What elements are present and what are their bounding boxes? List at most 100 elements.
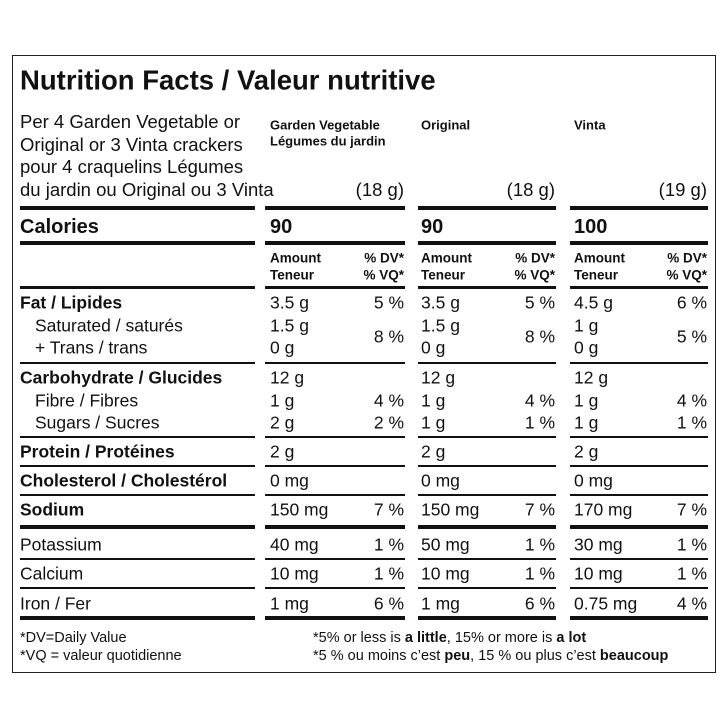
serving-size: (18 g) xyxy=(355,178,404,200)
calories-value: 100 xyxy=(574,216,608,238)
amount: 1 g xyxy=(421,389,446,410)
amount: 0 g xyxy=(574,337,599,358)
amount: 30 mg xyxy=(574,534,623,555)
footnote: *5% or less is a little, 15% or more is … xyxy=(313,631,586,646)
serving-text: Original or 3 Vinta crackers xyxy=(20,133,243,155)
dv-header: % DV* xyxy=(667,250,707,266)
rule xyxy=(265,285,405,289)
amount: 10 mg xyxy=(421,563,470,584)
amount: 0 mg xyxy=(574,470,613,491)
footnote-part: , 15% or more is xyxy=(446,629,557,646)
daily-value: 5 % xyxy=(676,326,707,346)
rule xyxy=(418,436,556,438)
amount: 170 mg xyxy=(574,499,633,520)
amount-header: Amount xyxy=(574,250,625,266)
amount: 1 g xyxy=(270,389,295,410)
amount-header: Amount xyxy=(421,250,472,266)
rule xyxy=(570,616,708,620)
amount: 12 g xyxy=(574,367,609,388)
rule xyxy=(570,436,708,438)
footnote-part: a lot xyxy=(556,629,587,646)
daily-value: 4 % xyxy=(676,389,707,410)
nutrient-label: + Trans / trans xyxy=(35,337,148,358)
rule xyxy=(20,587,255,589)
amount: 12 g xyxy=(270,367,305,388)
rule xyxy=(20,465,255,467)
amount: 0 g xyxy=(270,337,295,358)
amount: 12 g xyxy=(421,367,456,388)
rule xyxy=(570,362,708,364)
amount: 10 mg xyxy=(574,563,623,584)
rule xyxy=(20,616,255,620)
daily-value: 6 % xyxy=(524,593,555,614)
label-border xyxy=(12,55,716,673)
amount: 1 mg xyxy=(270,593,309,614)
amount: 150 mg xyxy=(421,499,480,520)
amount: 3.5 g xyxy=(421,292,460,313)
rule xyxy=(265,436,405,438)
serving-text: pour 4 craquelins Légumes xyxy=(20,155,244,177)
daily-value: 1 % xyxy=(676,563,707,584)
dv-header: % VQ* xyxy=(666,267,707,283)
footnote-part: a little xyxy=(404,629,447,646)
rule xyxy=(570,587,708,589)
rule xyxy=(570,525,708,529)
nutrient-label: Fat / Lipides xyxy=(20,292,123,313)
nutrient-label: Sodium xyxy=(20,499,85,520)
footnote-part: peu xyxy=(444,647,471,664)
daily-value: 4 % xyxy=(524,389,555,410)
rule xyxy=(418,494,556,496)
amount: 3.5 g xyxy=(270,292,309,313)
serving-text: du jardin ou Original ou 3 Vinta xyxy=(20,178,274,200)
nutrient-label: Fibre / Fibres xyxy=(35,389,139,410)
rule xyxy=(418,206,556,210)
dv-header: % DV* xyxy=(364,250,404,266)
rule xyxy=(20,494,255,496)
nutrient-label: Potassium xyxy=(20,534,102,555)
rule xyxy=(265,362,405,364)
rule xyxy=(418,616,556,620)
serving-size: (19 g) xyxy=(658,178,707,200)
amount: 1.5 g xyxy=(270,314,309,335)
footnote-part: *5% or less is xyxy=(313,629,405,646)
rule xyxy=(20,241,255,245)
column-name: Original xyxy=(421,117,471,133)
serving-text: Per 4 Garden Vegetable or xyxy=(20,110,241,132)
daily-value: 5 % xyxy=(524,292,555,313)
amount: 2 g xyxy=(421,441,446,462)
rule xyxy=(570,558,708,560)
rule xyxy=(265,616,405,620)
rule xyxy=(20,362,255,364)
rule xyxy=(570,285,708,289)
rule xyxy=(418,285,556,289)
amount: 1 g xyxy=(574,314,599,335)
nutrient-label: Saturated / saturés xyxy=(35,314,183,335)
amount: 1 g xyxy=(574,412,599,433)
nutrient-label: Cholesterol / Cholestérol xyxy=(20,470,228,491)
daily-value: 4 % xyxy=(676,593,707,614)
amount-header: Amount xyxy=(270,250,321,266)
footnote: *DV=Daily Value xyxy=(20,629,127,646)
daily-value: 1 % xyxy=(373,534,404,555)
dv-header: % VQ* xyxy=(363,267,404,283)
nutrient-label: Iron / Fer xyxy=(20,593,91,614)
amount: 1 mg xyxy=(421,593,460,614)
title: Nutrition Facts / Valeur nutritive xyxy=(20,64,436,96)
rule xyxy=(20,285,255,289)
rule xyxy=(418,587,556,589)
rule xyxy=(265,525,405,529)
nutrient-label: Sugars / Sucres xyxy=(35,412,160,433)
column-name: Garden Vegetable xyxy=(270,117,380,133)
daily-value: 8 % xyxy=(373,326,404,346)
amount: 4.5 g xyxy=(574,292,613,313)
rule xyxy=(265,587,405,589)
amount: 2 g xyxy=(270,441,295,462)
nutrient-label: Protein / Protéines xyxy=(20,441,175,462)
amount: 0 g xyxy=(421,337,446,358)
rule xyxy=(418,558,556,560)
amount: 50 mg xyxy=(421,534,470,555)
daily-value: 7 % xyxy=(676,499,707,520)
amount: 150 mg xyxy=(270,499,329,520)
serving-size: (18 g) xyxy=(506,178,555,200)
rule xyxy=(418,525,556,529)
